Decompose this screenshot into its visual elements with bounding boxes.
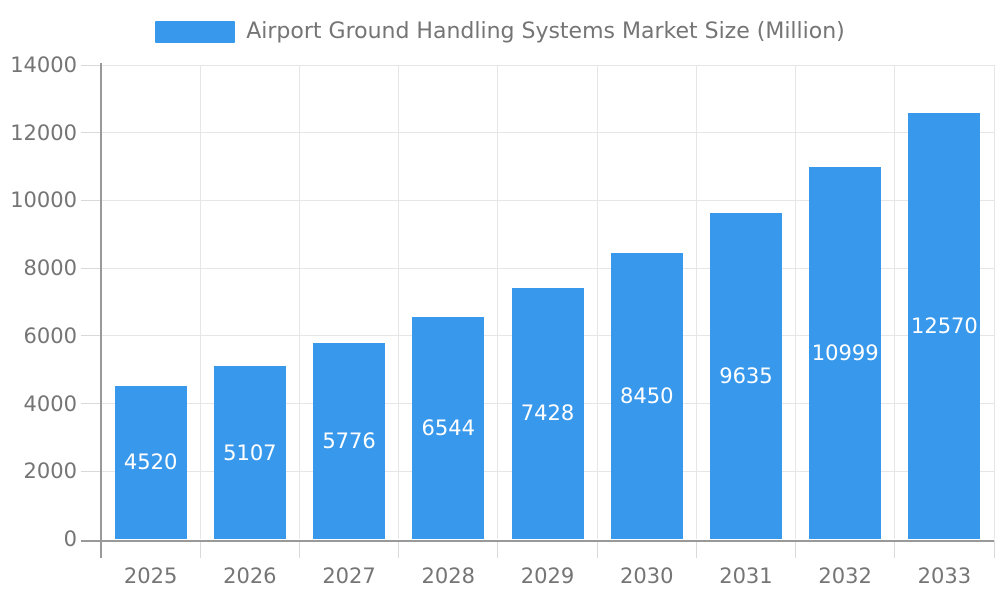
- legend-swatch-icon: [155, 21, 236, 43]
- y-axis-label: 12000: [10, 120, 77, 145]
- x-gridline: [596, 65, 598, 539]
- y-axis-tick: [81, 403, 101, 405]
- bar-value-label: 12570: [910, 314, 978, 339]
- bar-value-label: 10999: [811, 340, 879, 365]
- x-axis-tick: [199, 540, 201, 558]
- bar-value-label: 9635: [719, 363, 773, 388]
- bar-2025: 4520: [114, 385, 187, 539]
- x-gridline: [795, 65, 797, 539]
- y-axis-line: [100, 63, 102, 558]
- x-axis-tick: [993, 540, 995, 558]
- bar-2031: 9635: [709, 212, 782, 539]
- y-axis-tick: [81, 132, 101, 134]
- bar-value-label: 4520: [123, 450, 178, 475]
- legend-label: Airport Ground Handling Systems Market S…: [246, 19, 845, 44]
- bar-value-label: 5776: [322, 429, 376, 454]
- bar-2032: 10999: [809, 166, 882, 539]
- bar-value-label: 7428: [520, 401, 575, 426]
- y-axis-label: 10000: [10, 188, 77, 213]
- x-gridline: [894, 65, 896, 539]
- bar-value-label: 5107: [223, 440, 277, 465]
- y-axis-tick: [81, 470, 101, 472]
- y-axis-label: 4000: [23, 391, 77, 416]
- y-axis-label: 6000: [23, 323, 77, 348]
- y-gridline: [101, 199, 994, 201]
- y-axis-tick: [81, 199, 101, 201]
- y-axis-tick: [81, 267, 101, 269]
- x-gridline: [497, 65, 499, 539]
- x-axis-label: 2025: [123, 564, 178, 588]
- x-axis-label: 2032: [818, 564, 872, 588]
- bar-2026: 5107: [213, 366, 286, 539]
- bar-2028: 6544: [412, 317, 485, 539]
- x-axis-line: [81, 539, 994, 542]
- x-gridline: [298, 65, 300, 539]
- bar-2027: 5776: [313, 343, 386, 539]
- x-gridline: [398, 65, 400, 539]
- x-axis-label: 2026: [223, 564, 277, 588]
- y-gridline: [101, 132, 994, 134]
- y-axis-tick: [81, 64, 101, 66]
- x-axis-label: 2028: [421, 564, 475, 588]
- y-axis-tick: [81, 335, 101, 337]
- y-gridline: [101, 64, 994, 66]
- x-axis-tick: [497, 540, 499, 558]
- y-axis-label: 2000: [23, 459, 77, 484]
- x-gridline: [199, 65, 201, 539]
- bar-2030: 8450: [610, 252, 683, 539]
- x-gridline: [993, 65, 995, 539]
- x-axis-tick: [298, 540, 300, 558]
- y-gridline: [101, 267, 994, 269]
- y-axis-label: 0: [63, 527, 77, 551]
- legend-item[interactable]: Airport Ground Handling Systems Market S…: [0, 16, 1000, 48]
- x-axis-tick: [795, 540, 797, 558]
- x-axis-tick: [596, 540, 598, 558]
- y-axis-label: 14000: [10, 53, 77, 77]
- x-axis-tick: [894, 540, 896, 558]
- x-axis-label: 2027: [322, 564, 376, 588]
- bar-value-label: 6544: [421, 416, 475, 441]
- x-axis-label: 2031: [719, 564, 773, 588]
- x-gridline: [695, 65, 697, 539]
- x-axis-tick: [398, 540, 400, 558]
- bar-2029: 7428: [511, 287, 584, 539]
- bar-value-label: 8450: [619, 383, 674, 408]
- bar-2033: 12570: [908, 113, 981, 539]
- x-axis-label: 2029: [520, 564, 575, 588]
- x-axis-label: 2033: [917, 564, 972, 588]
- x-axis-tick: [695, 540, 697, 558]
- y-axis-label: 8000: [23, 256, 77, 281]
- x-axis-label: 2030: [619, 564, 674, 588]
